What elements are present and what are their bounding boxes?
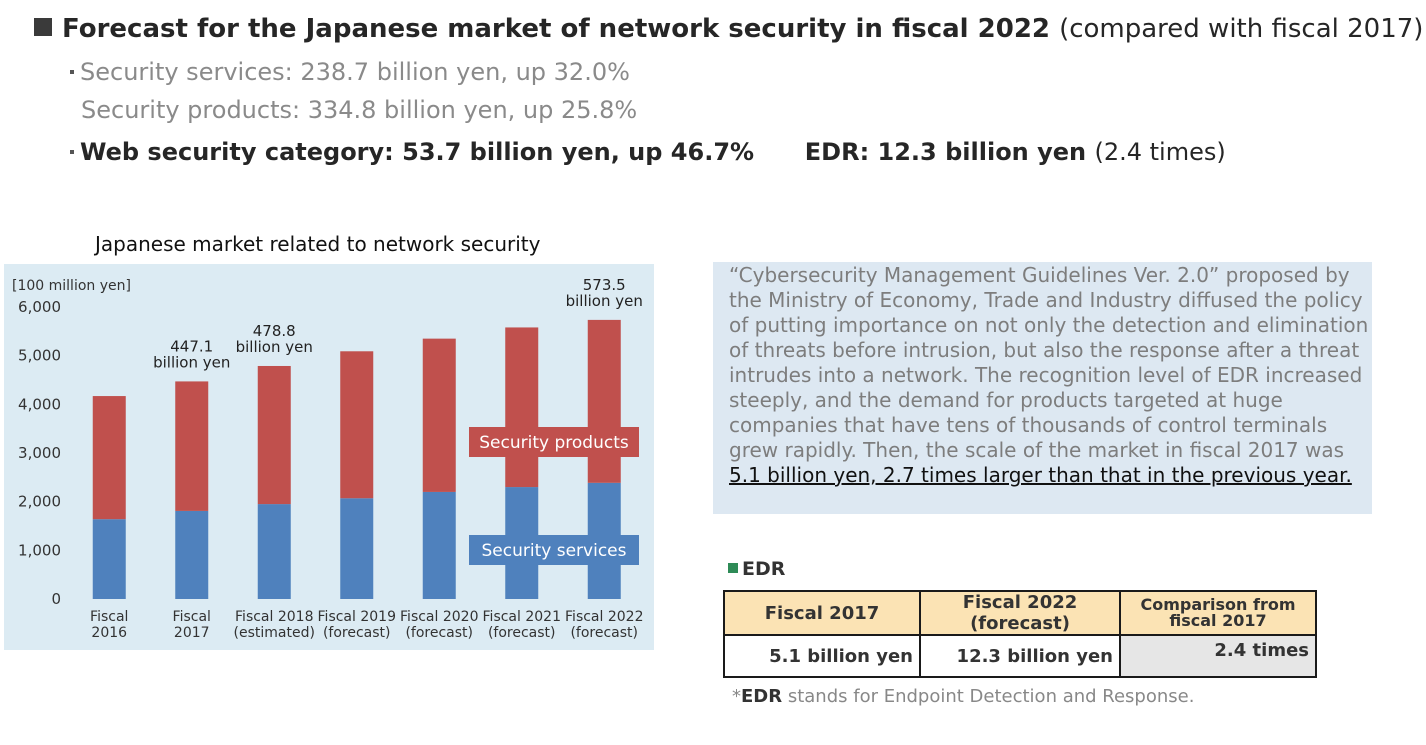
note-text: “Cybersecurity Management Guidelines Ver… bbox=[729, 263, 1369, 488]
bullet-web-text: Web security category: 53.7 billion yen,… bbox=[80, 138, 755, 166]
y-tick-label: 0 bbox=[51, 590, 61, 608]
x-tick-label: (estimated) bbox=[234, 625, 315, 641]
data-label: billion yen bbox=[566, 292, 643, 310]
headline: Forecast for the Japanese market of netw… bbox=[34, 14, 1423, 44]
bar-security-products bbox=[587, 319, 621, 483]
bullet-web-edr: Web security category: 53.7 billion yen,… bbox=[70, 138, 1226, 166]
bar-security-services bbox=[257, 504, 291, 599]
x-tick-label: Fiscal bbox=[173, 609, 211, 625]
footnote: *EDR stands for Endpoint Detection and R… bbox=[732, 686, 1195, 707]
note-box bbox=[713, 262, 1372, 514]
data-label: billion yen bbox=[153, 353, 230, 371]
x-tick-label: Fiscal 2018 bbox=[235, 609, 313, 625]
headline-paren: (compared with fiscal 2017) bbox=[1059, 14, 1424, 44]
bar-security-services bbox=[92, 519, 126, 599]
table-cell: 12.3 billion yen bbox=[919, 634, 1121, 678]
chart-panel: [100 million yen] 0 1,000 2,000 3,000 4,000 5,… bbox=[4, 264, 654, 650]
bar-security-products bbox=[257, 365, 291, 505]
data-label: billion yen bbox=[236, 338, 313, 356]
y-tick-label: 1,000 bbox=[18, 541, 61, 559]
x-tick-label: (forecast) bbox=[570, 625, 638, 641]
y-tick-label: 4,000 bbox=[18, 395, 61, 413]
bullet-services-text: Security services: 238.7 billion yen, up… bbox=[80, 58, 630, 86]
square-bullet-icon bbox=[34, 18, 52, 36]
legend-label: Security products bbox=[479, 433, 629, 453]
note-body: “Cybersecurity Management Guidelines Ver… bbox=[729, 263, 1369, 462]
y-tick-label: 6,000 bbox=[18, 298, 61, 316]
table-row: 5.1 billion yen 12.3 billion yen 2.4 tim… bbox=[723, 634, 1317, 678]
footnote-text: stands for Endpoint Detection and Respon… bbox=[782, 686, 1195, 707]
footnote-abbr: EDR bbox=[741, 686, 783, 707]
bullet-dot-icon bbox=[70, 70, 74, 74]
legend-label: Security services bbox=[482, 541, 627, 561]
bullet-products: Security products: 334.8 billion yen, up… bbox=[81, 96, 637, 124]
bar-security-services bbox=[340, 498, 374, 599]
legend-security-products bbox=[469, 427, 639, 457]
square-bullet-icon bbox=[728, 563, 738, 573]
bullet-dot-icon bbox=[70, 150, 74, 154]
y-tick-label: 3,000 bbox=[18, 444, 61, 462]
headline-main: Forecast for the Japanese market of netw… bbox=[62, 14, 1050, 44]
x-tick-label: Fiscal 2019 bbox=[318, 609, 396, 625]
table-header-cell: Comparison from fiscal 2017 bbox=[1119, 590, 1317, 636]
x-tick-label: Fiscal 2022 bbox=[565, 609, 643, 625]
legend-security-services bbox=[469, 535, 639, 565]
edr-label: EDR bbox=[728, 558, 785, 580]
bar-security-products bbox=[92, 396, 126, 520]
bullet-edr-text: EDR: 12.3 billion yen bbox=[804, 138, 1087, 166]
x-tick-label: 2016 bbox=[91, 625, 127, 641]
table-header-cell: Fiscal 2022 (forecast) bbox=[919, 590, 1121, 636]
bar-security-products bbox=[175, 381, 209, 511]
bar-security-products bbox=[340, 351, 374, 499]
bar-security-services bbox=[175, 510, 209, 599]
x-tick-label: Fiscal bbox=[90, 609, 128, 625]
x-tick-label: Fiscal 2021 bbox=[483, 609, 561, 625]
edr-label-text: EDR bbox=[742, 558, 786, 580]
bullet-services: Security services: 238.7 billion yen, up… bbox=[70, 58, 630, 86]
x-tick-label: (forecast) bbox=[323, 625, 391, 641]
x-tick-label: Fiscal 2020 bbox=[400, 609, 478, 625]
bullet-edr-paren: (2.4 times) bbox=[1094, 138, 1226, 166]
chart-title: Japanese market related to network secur… bbox=[95, 232, 541, 256]
bar-security-products bbox=[422, 338, 456, 492]
x-tick-label: 2017 bbox=[174, 625, 210, 641]
table-cell: 5.1 billion yen bbox=[723, 634, 921, 678]
table-header-row: Fiscal 2017 Fiscal 2022 (forecast) Compa… bbox=[723, 590, 1317, 636]
data-label: 573.5 bbox=[583, 276, 626, 294]
bullet-products-text: Security products: 334.8 billion yen, up… bbox=[81, 96, 638, 124]
table-header-cell: Fiscal 2017 bbox=[723, 590, 921, 636]
chart-svg: [100 million yen] 0 1,000 2,000 3,000 4,000 5,… bbox=[12, 276, 643, 641]
table-cell: 2.4 times bbox=[1119, 634, 1317, 678]
y-tick-label: 5,000 bbox=[18, 347, 61, 365]
bar-security-services bbox=[422, 491, 456, 599]
x-tick-label: (forecast) bbox=[488, 625, 556, 641]
data-label: 478.8 bbox=[253, 322, 296, 340]
y-axis-label: [100 million yen] bbox=[12, 278, 131, 294]
data-label: 447.1 bbox=[170, 337, 213, 355]
note-highlight: 5.1 billion yen, 2.7 times larger than t… bbox=[729, 463, 1352, 487]
y-tick-label: 2,000 bbox=[18, 493, 61, 511]
edr-table: Fiscal 2017 Fiscal 2022 (forecast) Compa… bbox=[723, 590, 1317, 678]
bar-security-products bbox=[505, 327, 539, 488]
x-tick-label: (forecast) bbox=[405, 625, 473, 641]
